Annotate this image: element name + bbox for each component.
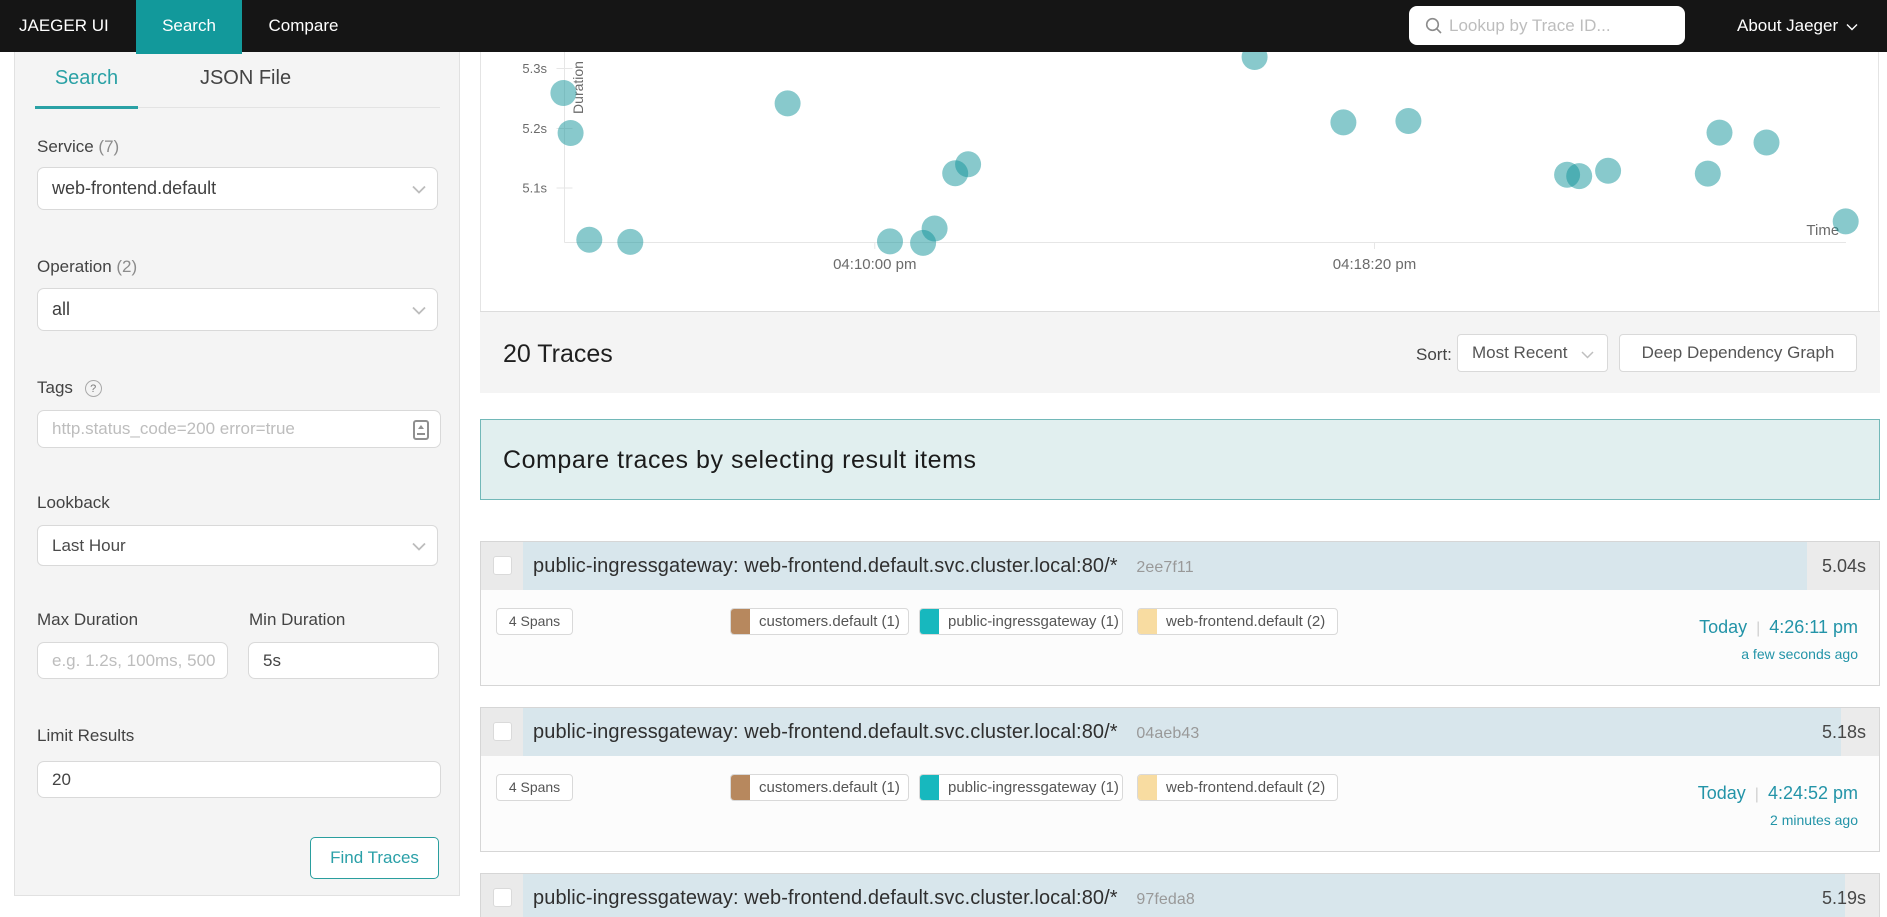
svg-text:5.1s: 5.1s: [522, 181, 547, 196]
svg-text:04:18:20 pm: 04:18:20 pm: [1333, 256, 1416, 273]
svg-text:5.3s: 5.3s: [522, 61, 547, 76]
svg-text:Duration: Duration: [570, 61, 586, 114]
svg-text:5.2s: 5.2s: [522, 121, 547, 136]
svg-text:Time: Time: [1806, 222, 1839, 239]
svg-text:04:10:00 pm: 04:10:00 pm: [833, 256, 916, 273]
